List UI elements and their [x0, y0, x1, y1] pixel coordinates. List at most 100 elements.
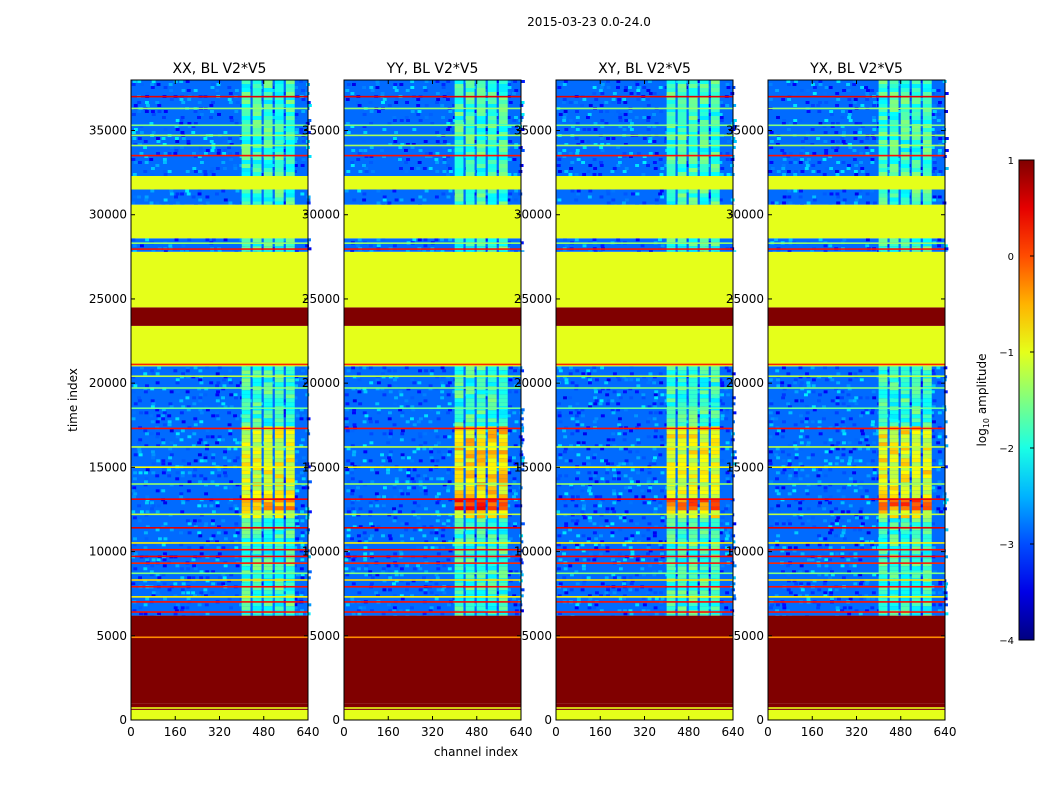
- noise-cell: [199, 393, 204, 397]
- band-cell: [498, 598, 508, 603]
- noise-cell: [393, 378, 397, 382]
- noise-cell: [436, 450, 441, 454]
- y-tick-label: 35000: [302, 124, 340, 138]
- band-cell: [274, 518, 284, 523]
- noise-cell: [664, 612, 669, 616]
- noise-cell: [388, 576, 393, 580]
- noise-cell: [434, 238, 439, 242]
- noise-cell: [161, 489, 166, 493]
- noise-cell: [205, 444, 210, 448]
- band-cell: [252, 410, 262, 415]
- heatmap-region: [556, 709, 733, 720]
- noise-cell: [229, 116, 234, 119]
- band-cell: [454, 442, 464, 447]
- band-cell: [454, 193, 464, 198]
- noise-cell: [205, 612, 210, 616]
- noise-cell: [660, 244, 665, 248]
- noise-cell: [428, 429, 433, 433]
- band-cell: [454, 112, 464, 116]
- band-cell: [285, 602, 295, 607]
- noise-cell: [434, 158, 439, 161]
- noise-cell: [387, 603, 391, 607]
- band-cell: [476, 96, 486, 100]
- noise-cell: [695, 423, 700, 427]
- noise-cell: [399, 438, 404, 442]
- band-cell: [487, 486, 497, 491]
- noise-cell: [440, 477, 445, 481]
- band-cell: [666, 530, 676, 535]
- band-cell: [487, 438, 497, 443]
- band-cell: [666, 498, 676, 503]
- noise-cell: [611, 411, 616, 415]
- band-cell: [285, 398, 295, 403]
- band-cell: [454, 128, 464, 132]
- noise-cell: [133, 384, 138, 388]
- noise-cell: [664, 495, 669, 499]
- noise-cell: [416, 522, 421, 526]
- noise-cell: [496, 420, 501, 424]
- noise-cell: [301, 483, 306, 487]
- band-cell: [274, 502, 284, 507]
- band-cell: [710, 570, 720, 575]
- noise-cell: [293, 597, 298, 601]
- noise-cell: [448, 238, 453, 242]
- noise-cell: [179, 399, 184, 403]
- band-cell: [454, 116, 464, 120]
- band-cell: [710, 414, 720, 419]
- noise-cell: [161, 137, 166, 140]
- band-cell: [498, 418, 508, 423]
- band-cell: [274, 96, 284, 100]
- band-cell: [465, 104, 475, 108]
- noise-cell: [593, 402, 598, 406]
- noise-cell: [301, 477, 306, 481]
- band-cell: [465, 538, 475, 543]
- band-cell: [241, 514, 251, 519]
- stripe-line: [131, 513, 308, 516]
- band-cell: [677, 510, 687, 515]
- band-cell: [252, 450, 262, 455]
- band-cell: [241, 534, 251, 539]
- noise-cell: [447, 447, 452, 451]
- noise-cell: [605, 189, 610, 193]
- noise-cell: [588, 519, 593, 523]
- noise-cell: [138, 143, 143, 146]
- x-tick-label: 0: [127, 725, 135, 739]
- x-tick-label: 160: [377, 725, 400, 739]
- noise-cell: [556, 543, 561, 547]
- stripe-line: [131, 446, 308, 448]
- noise-cell: [429, 525, 434, 529]
- noise-cell: [187, 238, 192, 242]
- noise-cell: [575, 519, 580, 523]
- band-cell: [498, 92, 508, 96]
- noise-cell: [173, 152, 178, 155]
- noise-cell: [520, 429, 525, 433]
- band-cell: [285, 454, 295, 459]
- band-cell: [454, 242, 464, 247]
- band-cell: [677, 566, 687, 571]
- noise-cell: [283, 495, 288, 499]
- noise-cell: [416, 420, 421, 424]
- y-tick-label: 30000: [89, 208, 127, 222]
- band-cell: [263, 614, 273, 616]
- band-cell: [498, 562, 508, 567]
- noise-cell: [137, 396, 141, 400]
- noise-cell: [507, 173, 512, 176]
- noise-cell: [512, 429, 517, 433]
- noise-cell: [369, 155, 374, 158]
- noise-cell: [575, 582, 580, 586]
- noise-cell: [295, 414, 300, 418]
- noise-cell: [652, 570, 656, 574]
- band-cell: [252, 606, 262, 611]
- noise-cell: [382, 495, 387, 499]
- band-cell: [677, 494, 687, 499]
- band-cell: [454, 394, 464, 399]
- noise-cell: [424, 189, 429, 193]
- noise-cell: [131, 489, 136, 493]
- noise-cell: [440, 366, 445, 370]
- noise-cell: [416, 167, 421, 170]
- noise-cell: [300, 591, 305, 595]
- noise-cell: [199, 420, 204, 424]
- band-cell: [710, 201, 720, 205]
- noise-cell: [145, 495, 150, 499]
- noise-cell: [581, 507, 586, 511]
